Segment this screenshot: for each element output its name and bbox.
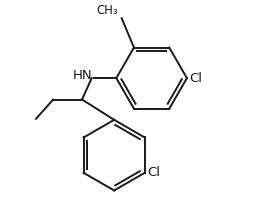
Text: Cl: Cl — [147, 166, 160, 179]
Text: Cl: Cl — [189, 72, 202, 85]
Text: HN: HN — [73, 70, 93, 82]
Text: CH₃: CH₃ — [96, 4, 118, 17]
